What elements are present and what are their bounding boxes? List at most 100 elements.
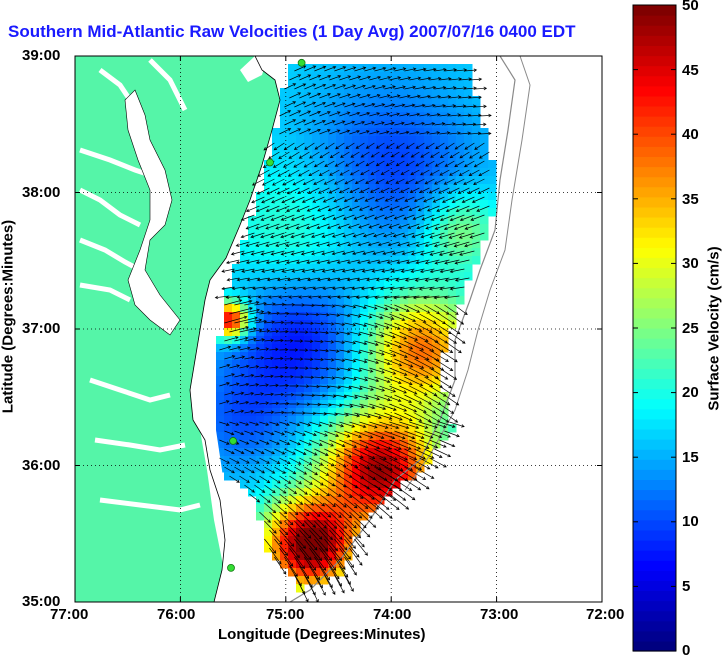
velocity-arrow	[354, 120, 366, 126]
velocity-arrow	[334, 84, 347, 90]
velocity-arrow	[349, 313, 362, 318]
velocity-arrow	[249, 493, 261, 503]
velocity-arrow	[254, 392, 265, 396]
x-axis-label: Longitude (Degrees:Minutes)	[218, 626, 426, 643]
velocity-arrow	[333, 196, 345, 203]
velocity-arrow	[267, 169, 280, 177]
velocity-arrow	[280, 250, 295, 256]
velocity-arrow	[349, 493, 369, 509]
velocity-arrow	[332, 214, 345, 221]
velocity-arrow	[469, 151, 480, 159]
velocity-arrow	[444, 322, 461, 335]
velocity-arrow	[334, 304, 346, 309]
velocity-arrow	[272, 160, 285, 168]
velocity-arrow	[358, 205, 370, 211]
velocity-arrow	[286, 205, 300, 212]
velocity-arrow	[219, 439, 230, 445]
velocity-arrow	[414, 67, 427, 72]
velocity-arrow	[369, 187, 380, 193]
velocity-arrow	[399, 205, 410, 211]
velocity-arrow	[304, 142, 315, 150]
velocity-arrow	[439, 151, 450, 158]
velocity-arrow	[424, 322, 443, 334]
velocity-arrow	[362, 232, 375, 238]
velocity-arrow	[374, 376, 391, 384]
velocity-arrow	[252, 286, 265, 291]
velocity-arrow	[322, 286, 335, 291]
velocity-arrow	[361, 268, 375, 273]
velocity-arrow	[454, 277, 470, 282]
velocity-arrow	[379, 130, 390, 135]
velocity-arrow	[400, 169, 410, 175]
velocity-arrow	[264, 356, 274, 360]
colorbar-swatch	[633, 459, 676, 470]
velocity-arrow	[266, 277, 280, 282]
velocity-arrow	[279, 329, 289, 334]
velocity-arrow	[389, 421, 410, 430]
velocity-arrow	[309, 421, 322, 427]
velocity-arrow	[459, 151, 470, 159]
velocity-arrow	[343, 196, 355, 203]
velocity-arrow	[249, 310, 265, 315]
velocity-arrow	[329, 75, 342, 81]
colorbar-swatch	[633, 439, 676, 450]
velocity-arrow	[219, 345, 232, 351]
velocity-arrow	[275, 259, 290, 265]
velocity-arrow	[314, 142, 325, 150]
velocity-arrow	[234, 448, 245, 455]
velocity-arrow	[317, 295, 330, 299]
velocity-arrow	[344, 120, 356, 126]
velocity-arrow	[294, 375, 305, 379]
velocity-arrow	[239, 400, 250, 405]
velocity-arrow	[279, 311, 290, 316]
velocity-arrow	[399, 439, 421, 450]
velocity-arrow	[319, 93, 331, 99]
velocity-arrow	[448, 232, 465, 239]
velocity-arrow	[328, 187, 340, 194]
velocity-arrow	[275, 223, 290, 230]
velocity-arrow	[399, 403, 418, 413]
velocity-arrow	[355, 142, 365, 149]
velocity-arrow	[219, 421, 230, 426]
velocity-arrow	[461, 196, 475, 204]
velocity-arrow	[309, 439, 323, 446]
velocity-arrow	[341, 268, 355, 273]
velocity-arrow	[420, 151, 430, 158]
velocity-arrow	[448, 250, 465, 256]
velocity-arrow	[268, 295, 280, 299]
velocity-arrow	[434, 104, 447, 108]
velocity-arrow	[363, 214, 375, 220]
velocity-arrow	[429, 439, 447, 448]
velocity-arrow	[390, 187, 400, 193]
velocity-arrow	[399, 385, 418, 395]
velocity-arrow	[379, 493, 400, 510]
velocity-arrow	[359, 331, 373, 337]
velocity-arrow	[399, 112, 411, 117]
velocity-arrow	[245, 223, 260, 230]
velocity-arrow	[378, 223, 390, 229]
velocity-arrow	[369, 367, 385, 374]
velocity-arrow	[324, 502, 342, 518]
velocity-arrow	[349, 349, 362, 354]
colorbar-swatch	[633, 247, 676, 258]
velocity-arrow	[304, 556, 320, 581]
velocity-arrow	[319, 111, 331, 117]
colorbar-swatch	[633, 105, 676, 117]
velocity-arrow	[280, 214, 295, 221]
velocity-arrow	[309, 74, 322, 81]
velocity-arrow	[404, 412, 423, 422]
velocity-arrow	[224, 315, 248, 324]
velocity-arrow	[225, 295, 240, 300]
velocity-arrow	[369, 493, 390, 510]
velocity-arrow	[410, 151, 420, 158]
velocity-arrow	[429, 94, 442, 99]
velocity-arrow	[304, 101, 317, 108]
velocity-arrow	[294, 538, 312, 561]
colorbar-swatch	[633, 630, 676, 642]
velocity-arrow	[400, 151, 410, 158]
colorbar-swatch	[633, 25, 676, 36]
velocity-arrow	[269, 421, 280, 426]
velocity-arrow	[359, 313, 373, 319]
colorbar-swatch	[633, 489, 676, 501]
velocity-arrow	[470, 214, 485, 221]
